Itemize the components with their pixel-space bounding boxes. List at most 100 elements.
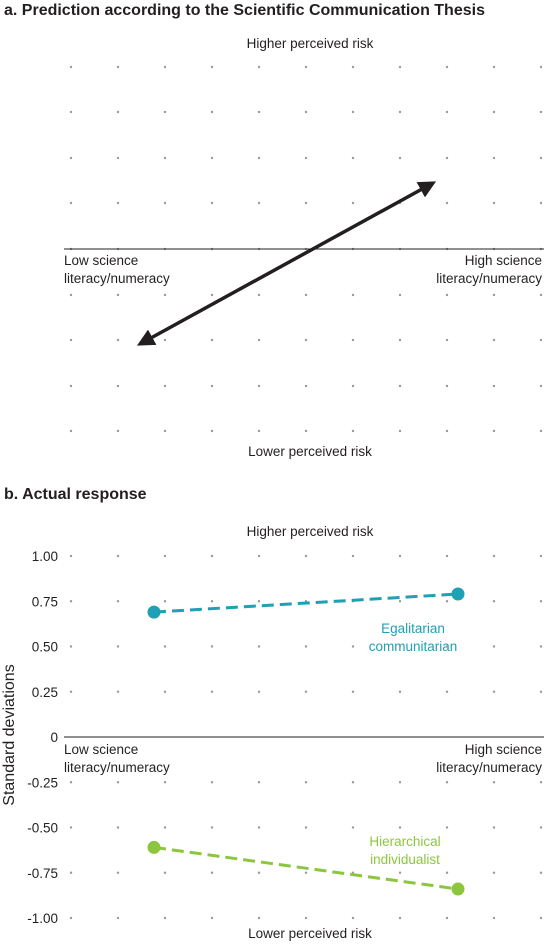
grid-dot: [117, 917, 119, 919]
grid-dot: [540, 385, 542, 387]
grid-dot: [164, 555, 166, 557]
grid-dot: [399, 917, 401, 919]
grid-dot: [117, 430, 119, 432]
grid-dot: [164, 202, 166, 204]
grid-dot: [352, 645, 354, 647]
grid-dot: [164, 645, 166, 647]
grid-dot: [352, 157, 354, 159]
grid-dot: [258, 430, 260, 432]
grid-dot: [211, 826, 213, 828]
grid-dot: [211, 294, 213, 296]
grid-dot: [70, 781, 72, 783]
grid-dot: [117, 826, 119, 828]
grid-dot: [493, 872, 495, 874]
grid-dot: [164, 157, 166, 159]
grid-dot: [540, 111, 542, 113]
grid-dot: [540, 202, 542, 204]
grid-dot: [305, 157, 307, 159]
grid-dot: [352, 555, 354, 557]
grid-dot: [211, 917, 213, 919]
grid-dot: [211, 555, 213, 557]
grid-dot: [493, 917, 495, 919]
grid-dot: [258, 872, 260, 874]
grid-dot: [493, 826, 495, 828]
grid-dot: [399, 339, 401, 341]
grid-dot: [117, 645, 119, 647]
grid-dot: [117, 157, 119, 159]
grid-dot: [258, 157, 260, 159]
grid-dot: [540, 294, 542, 296]
grid-dot: [305, 202, 307, 204]
grid-dot: [164, 111, 166, 113]
grid-dot: [399, 385, 401, 387]
grid-dot: [493, 555, 495, 557]
grid-dot: [493, 430, 495, 432]
y-tick-label: -0.75: [27, 866, 58, 881]
grid-dot: [117, 872, 119, 874]
grid-dot: [305, 339, 307, 341]
grid-dot: [352, 66, 354, 68]
grid-dot: [258, 66, 260, 68]
grid-dot: [540, 917, 542, 919]
grid-dot: [305, 430, 307, 432]
grid-dot: [352, 111, 354, 113]
grid-dot: [352, 202, 354, 204]
grid-dot: [493, 66, 495, 68]
grid-dot: [493, 645, 495, 647]
grid-dot: [493, 202, 495, 204]
grid-dot: [305, 826, 307, 828]
grid-dot: [540, 66, 542, 68]
grid-dot: [211, 872, 213, 874]
grid-dot: [446, 691, 448, 693]
grid-dot: [446, 555, 448, 557]
grid-dot: [258, 339, 260, 341]
grid-dot: [70, 202, 72, 204]
grid-dot: [540, 781, 542, 783]
grid-dot: [540, 600, 542, 602]
grid-dot: [399, 157, 401, 159]
grid-dot: [70, 872, 72, 874]
grid-dot: [258, 691, 260, 693]
grid-dot: [540, 555, 542, 557]
grid-dot: [493, 600, 495, 602]
grid-dot: [493, 111, 495, 113]
y-tick-label: 0.50: [32, 640, 58, 655]
grid-dot: [305, 555, 307, 557]
grid-dot: [117, 294, 119, 296]
grid-dot: [117, 202, 119, 204]
y-tick-label: -1.00: [27, 911, 58, 926]
grid-dot: [305, 385, 307, 387]
grid-dot: [70, 294, 72, 296]
grid-dot: [305, 111, 307, 113]
grid-dot: [540, 339, 542, 341]
series-0-point-0: [148, 606, 161, 619]
grid-dot: [211, 691, 213, 693]
grid-dot: [117, 339, 119, 341]
grid-dot: [164, 430, 166, 432]
grid-dot: [399, 600, 401, 602]
series-1-point-0: [148, 841, 161, 854]
grid-dot: [164, 826, 166, 828]
grid-dot: [164, 385, 166, 387]
grid-dot: [399, 430, 401, 432]
grid-dot: [70, 66, 72, 68]
grid-dot: [446, 600, 448, 602]
grid-dot: [540, 645, 542, 647]
grid-dot: [70, 691, 72, 693]
grid-dot: [493, 339, 495, 341]
grid-dot: [258, 600, 260, 602]
panel-a-prediction-arrow: [140, 183, 433, 344]
grid-dot: [117, 555, 119, 557]
grid-dot: [70, 826, 72, 828]
grid-dot: [211, 430, 213, 432]
grid-dot: [117, 600, 119, 602]
grid-dot: [70, 600, 72, 602]
grid-dot: [258, 826, 260, 828]
grid-dot: [211, 645, 213, 647]
grid-dot: [352, 430, 354, 432]
grid-dot: [352, 781, 354, 783]
grid-dot: [211, 339, 213, 341]
grid-dot: [399, 66, 401, 68]
grid-dot: [446, 826, 448, 828]
